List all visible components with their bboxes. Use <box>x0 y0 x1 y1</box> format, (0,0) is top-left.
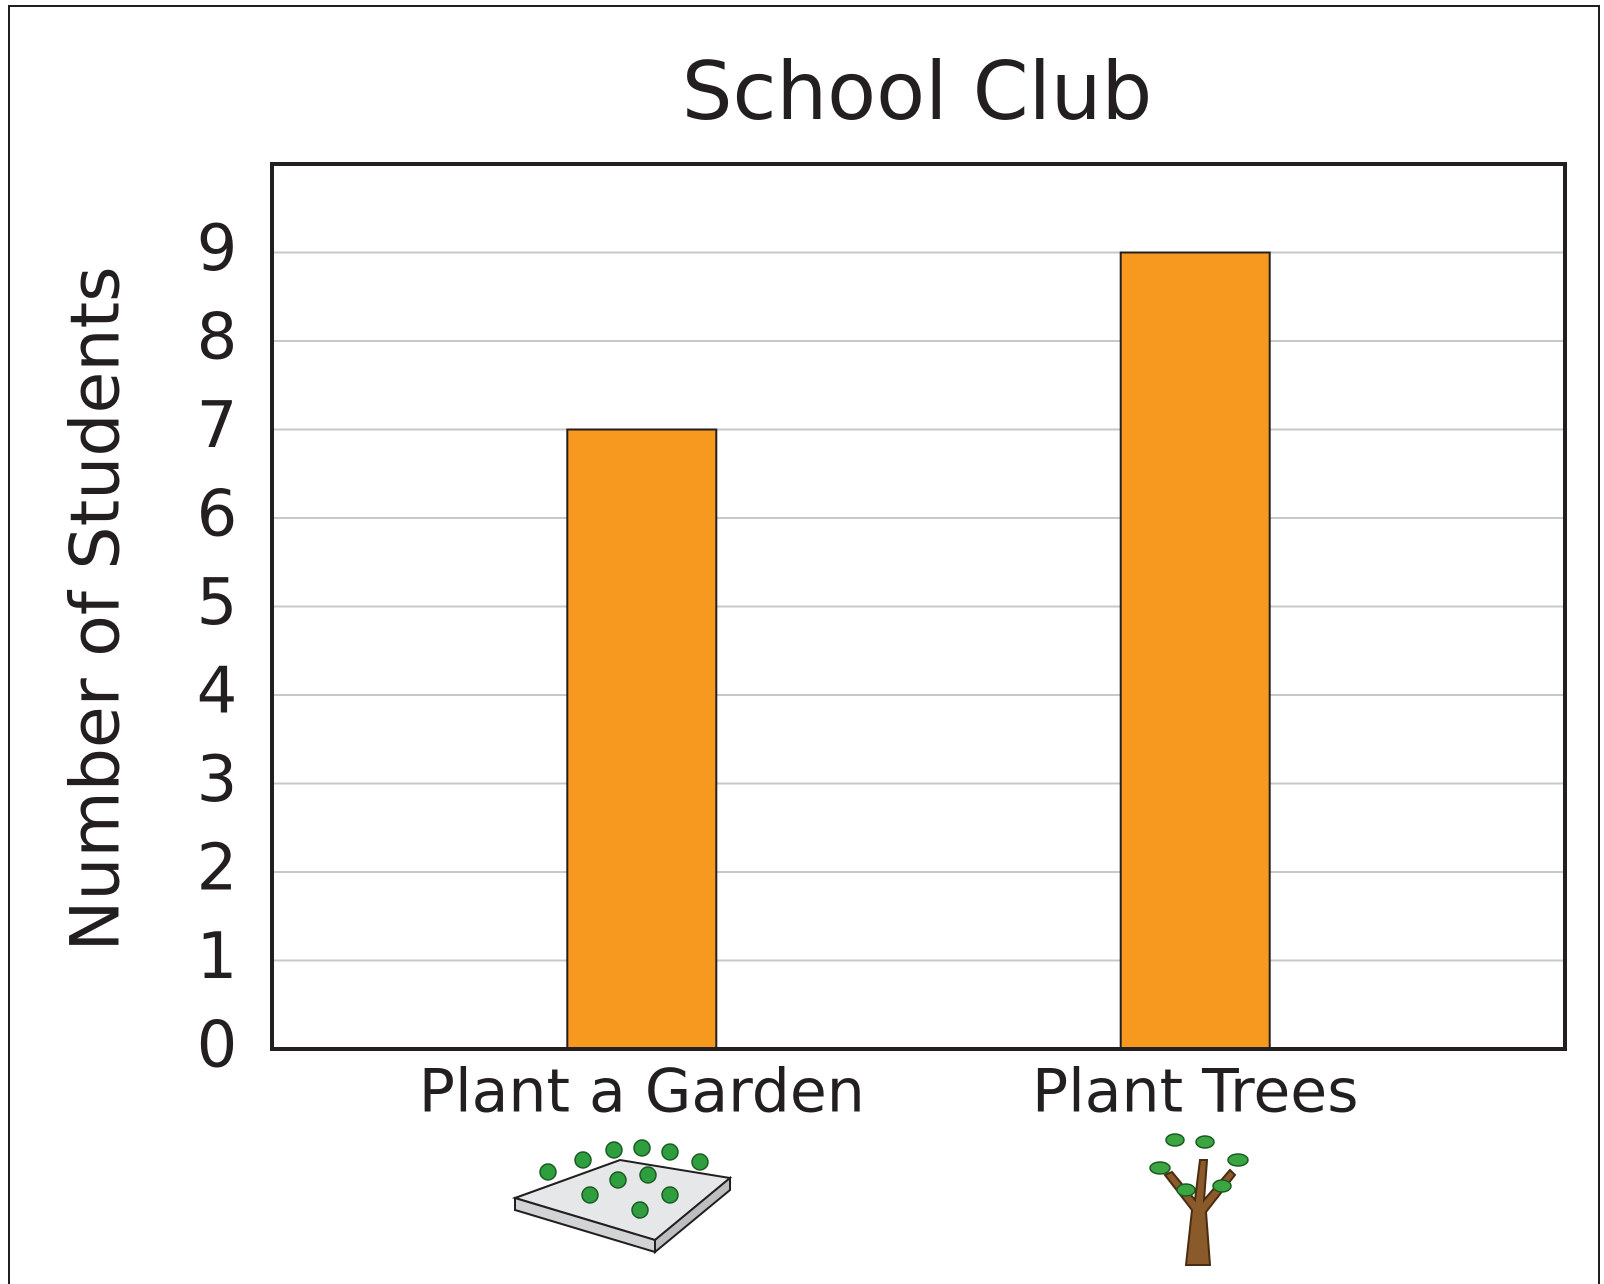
y-tick-label: 1 <box>197 920 238 994</box>
y-tick-label: 6 <box>197 478 238 552</box>
tree-icon <box>1149 1133 1249 1266</box>
y-tick-label: 9 <box>197 212 238 286</box>
plot: 0 1 2 3 4 5 6 7 8 9 Plant a Garden Plant Trees <box>197 212 1565 1127</box>
y-tick-label: 5 <box>197 566 238 640</box>
garden-icon <box>511 1139 733 1255</box>
y-tick-label: 2 <box>197 832 238 906</box>
page-border <box>8 5 1600 1284</box>
plot-frame <box>270 162 1567 1051</box>
bar <box>1119 251 1271 1050</box>
bar <box>566 428 718 1050</box>
x-tick-label: Plant Trees <box>1032 1057 1359 1127</box>
y-tick-label: 7 <box>197 389 238 463</box>
y-tick-label: 0 <box>197 1009 238 1083</box>
x-tick-label: Plant a Garden <box>419 1057 865 1127</box>
chart-title: School Club <box>682 45 1153 138</box>
y-tick-label: 4 <box>197 655 238 729</box>
y-axis-label: Number of Students <box>57 266 136 951</box>
y-tick-label: 3 <box>197 743 238 817</box>
y-tick-label: 8 <box>197 301 238 375</box>
